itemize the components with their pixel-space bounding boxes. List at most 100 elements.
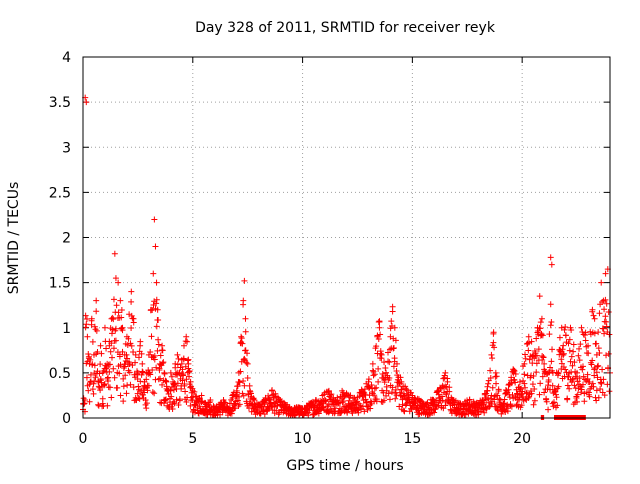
data-point [552, 391, 559, 398]
data-point [145, 382, 152, 389]
data-point [84, 358, 91, 365]
data-point [550, 403, 557, 410]
data-point [130, 348, 137, 355]
data-point [176, 397, 183, 404]
data-point [504, 401, 511, 408]
data-point [504, 408, 511, 415]
data-point [116, 370, 123, 377]
data-point [93, 327, 100, 334]
data-point [105, 374, 112, 381]
data-point [501, 396, 508, 403]
data-point [115, 279, 122, 286]
data-point [82, 312, 89, 319]
data-point [579, 366, 586, 373]
data-point [91, 370, 98, 377]
data-point [581, 376, 588, 383]
data-point [83, 315, 90, 322]
data-point [110, 296, 117, 303]
data-point [93, 297, 100, 304]
data-point [547, 364, 554, 371]
data-point [95, 401, 102, 408]
data-point [83, 99, 90, 106]
data-point [385, 349, 392, 356]
data-point [388, 322, 395, 329]
data-point [181, 342, 188, 349]
data-point [386, 346, 393, 353]
data-point [97, 376, 104, 383]
data-point [269, 387, 276, 394]
data-point [485, 399, 492, 406]
data-point [505, 381, 512, 388]
data-point [491, 344, 498, 351]
data-point [241, 355, 248, 362]
data-point [134, 371, 141, 378]
data-point [229, 394, 236, 401]
data-point [390, 363, 397, 370]
data-point [493, 373, 500, 380]
data-point [185, 356, 192, 363]
data-point [562, 366, 569, 373]
data-point [593, 369, 600, 376]
data-point [579, 363, 586, 370]
data-point [153, 296, 160, 303]
data-point [490, 330, 497, 337]
data-point [539, 332, 546, 339]
data-point [537, 325, 544, 332]
data-point [591, 372, 598, 379]
data-point [382, 365, 389, 372]
data-point [522, 384, 529, 391]
data-point [487, 395, 494, 402]
data-point [151, 356, 158, 363]
data-point [554, 402, 561, 409]
data-point [495, 388, 502, 395]
data-point [575, 352, 582, 359]
data-point [159, 360, 166, 367]
data-point [124, 382, 131, 389]
data-point [320, 404, 327, 411]
data-point [109, 326, 116, 333]
data-point [487, 375, 494, 382]
data-point [234, 383, 241, 390]
data-point [191, 388, 198, 395]
data-point [378, 355, 385, 362]
data-point [606, 388, 613, 395]
data-point [165, 390, 172, 397]
data-point [390, 345, 397, 352]
data-point [383, 392, 390, 399]
data-point [234, 389, 241, 396]
data-point [339, 399, 346, 406]
data-point [603, 352, 610, 359]
data-point [183, 376, 190, 383]
data-point [184, 338, 191, 345]
data-point [374, 332, 381, 339]
data-point [123, 390, 130, 397]
data-point [388, 318, 395, 325]
data-point [525, 347, 532, 354]
grid [83, 57, 610, 418]
data-point [586, 379, 593, 386]
data-point [595, 394, 602, 401]
data-point [528, 338, 535, 345]
data-point [491, 400, 498, 407]
data-point [150, 270, 157, 277]
data-point [536, 293, 543, 300]
data-point [602, 296, 609, 303]
data-point [247, 390, 254, 397]
data-point [583, 343, 590, 350]
data-point [242, 357, 249, 364]
data-point [152, 305, 159, 312]
data-point [234, 397, 241, 404]
data-point [548, 319, 555, 326]
data-point [143, 376, 150, 383]
data-point [431, 409, 438, 416]
data-point [170, 381, 177, 388]
data-point [160, 359, 167, 366]
x-tick-label: 20 [513, 431, 531, 447]
data-point [586, 393, 593, 400]
data-point [129, 315, 136, 322]
data-point [541, 360, 548, 367]
data-point [325, 409, 332, 416]
data-point [97, 342, 104, 349]
data-point [560, 351, 567, 358]
data-point [153, 323, 160, 330]
